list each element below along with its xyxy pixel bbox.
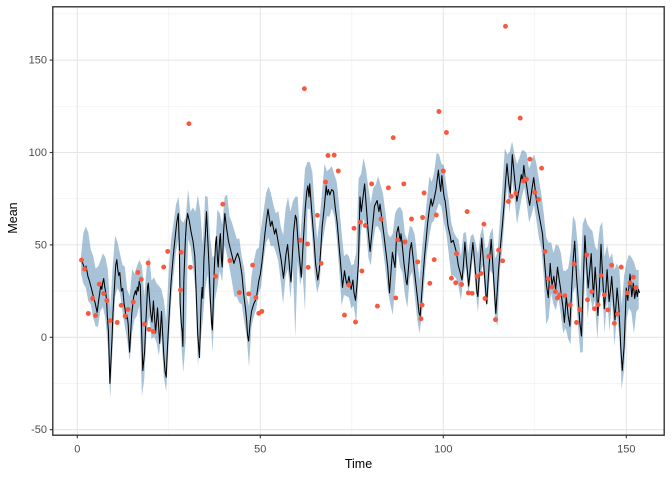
svg-text:Mean: Mean xyxy=(6,202,20,233)
svg-text:0: 0 xyxy=(41,332,47,344)
svg-text:Time: Time xyxy=(345,457,372,471)
svg-text:150: 150 xyxy=(617,444,635,456)
svg-text:-50: -50 xyxy=(31,424,47,436)
svg-text:100: 100 xyxy=(434,444,452,456)
svg-text:50: 50 xyxy=(35,239,47,251)
svg-text:0: 0 xyxy=(74,444,80,456)
svg-text:100: 100 xyxy=(29,147,47,159)
svg-text:50: 50 xyxy=(254,444,266,456)
svg-text:150: 150 xyxy=(29,55,47,67)
